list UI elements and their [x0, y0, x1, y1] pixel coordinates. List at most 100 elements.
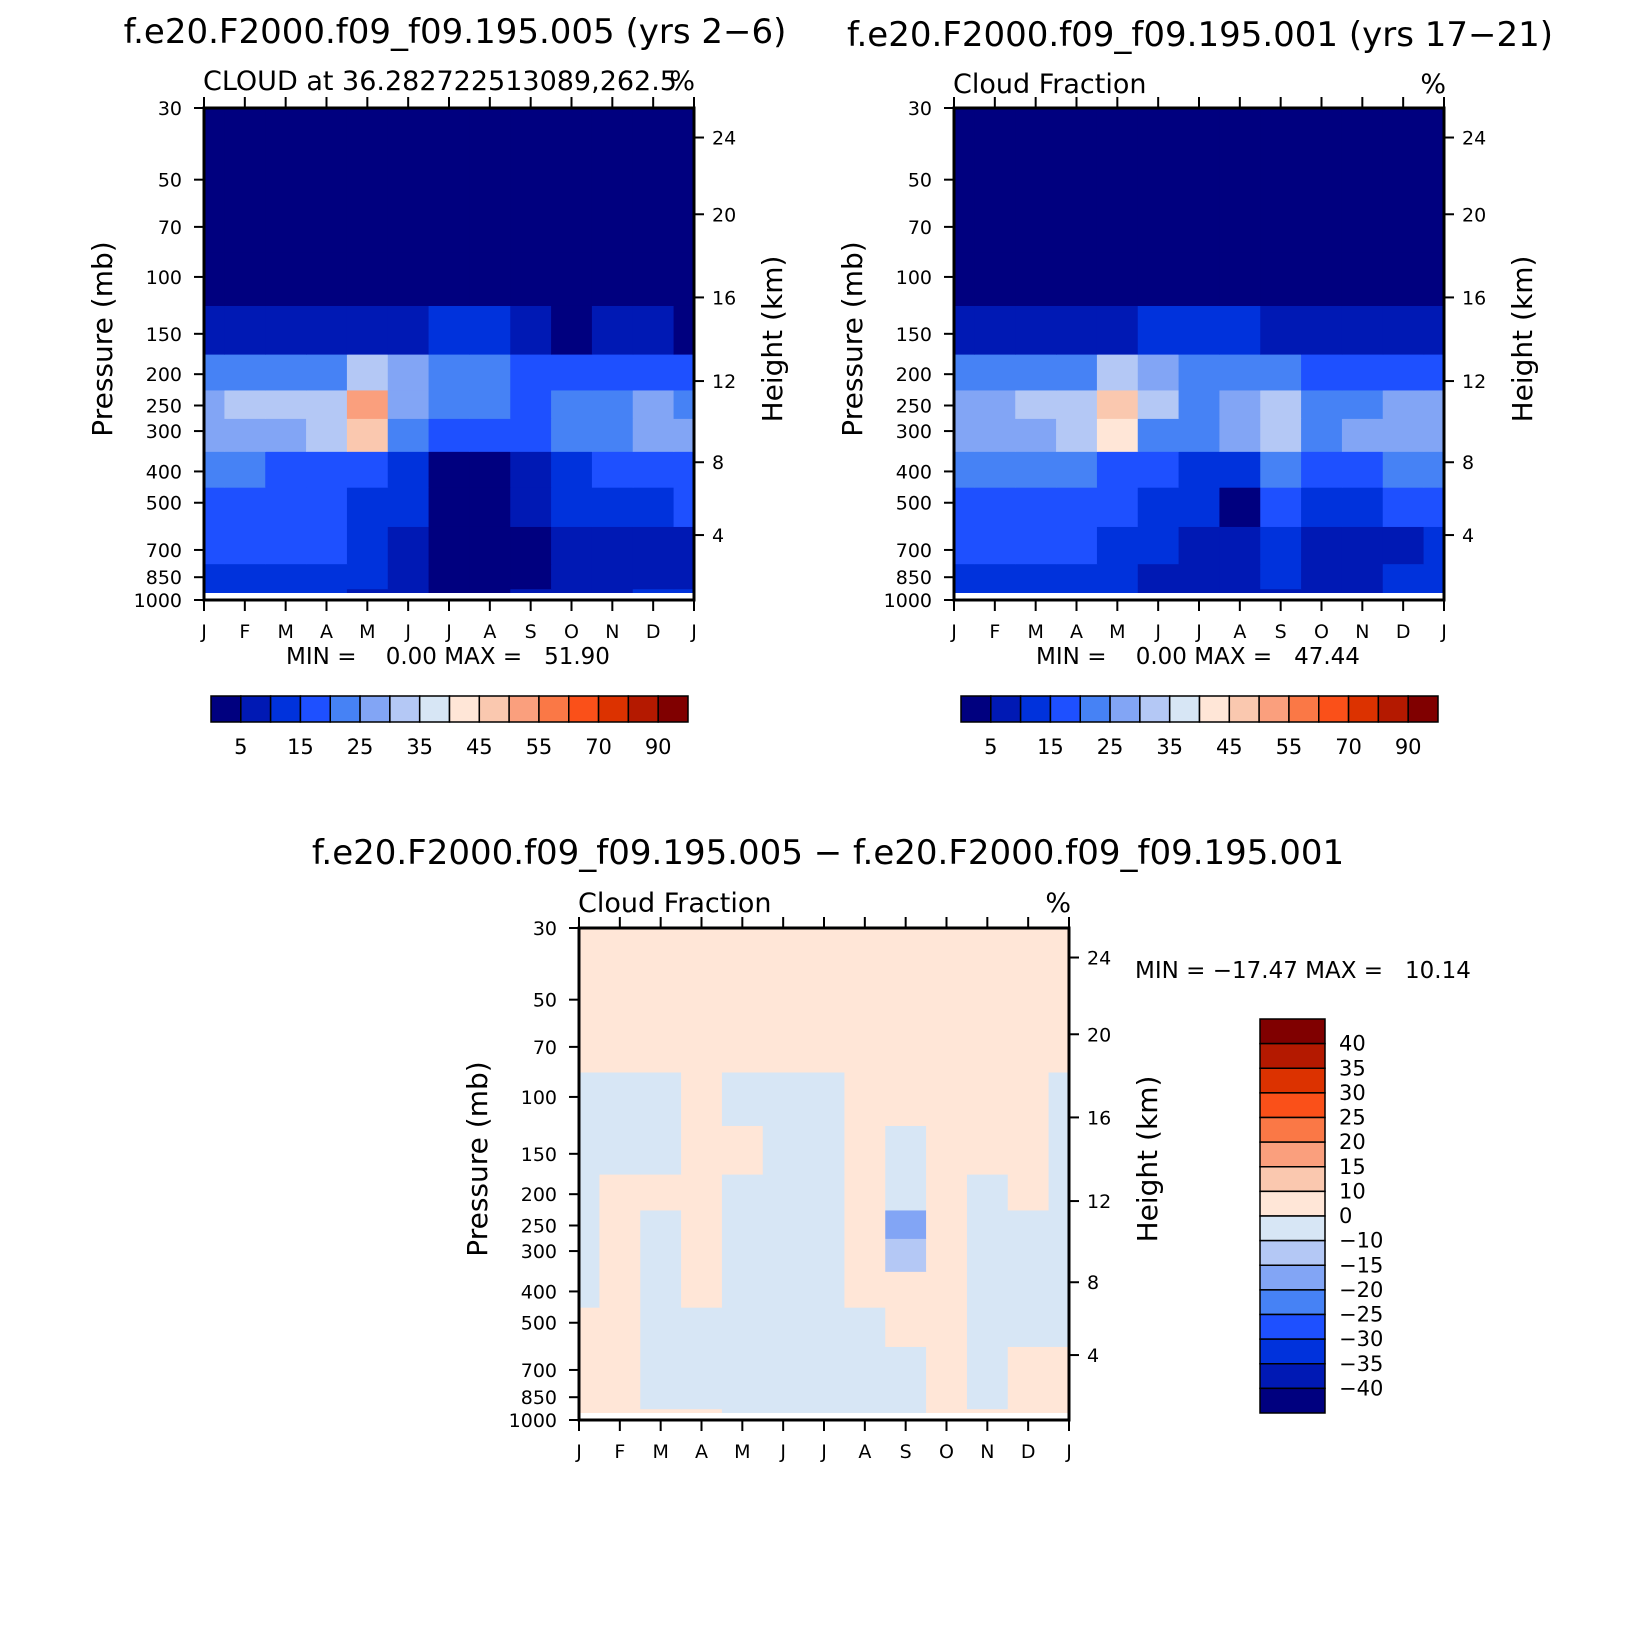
heatmap-cell [579, 1271, 601, 1308]
heatmap-cell [1137, 389, 1180, 419]
heatmap-cell [204, 487, 226, 527]
heatmap-cell [1096, 526, 1139, 565]
heatmap-cell [599, 1383, 641, 1410]
heatmap-cell [640, 1071, 682, 1126]
heatmap-cell [224, 526, 266, 565]
heatmap-cell [579, 1238, 601, 1272]
pressure-tick-label: 700 [146, 540, 182, 562]
heatmap-cell [591, 389, 634, 419]
heatmap-cell [1015, 389, 1057, 419]
colorbar-swatch [1259, 1289, 1326, 1316]
colorbar-label: 15 [1037, 735, 1064, 759]
heatmap-cell [954, 451, 976, 488]
colorbar-label: −15 [1339, 1253, 1383, 1277]
heatmap-cell [469, 526, 511, 565]
heatmap-cell [551, 526, 593, 565]
heatmap-cell [1301, 418, 1343, 452]
heatmap-cell [966, 1174, 1009, 1211]
colorbar-swatch [627, 695, 659, 723]
heatmap-cell [632, 354, 675, 391]
heatmap-cell [974, 251, 1016, 306]
heatmap-cell [681, 1238, 723, 1272]
heatmap-cell [306, 389, 348, 419]
heatmap-cell [954, 526, 976, 565]
colorbar-swatch [657, 695, 689, 723]
heatmap-cell [306, 563, 348, 590]
colorbar-swatch [1049, 695, 1081, 723]
heatmap-cell [510, 418, 552, 452]
heatmap-cell [265, 354, 307, 391]
month-tick-label: J [950, 621, 957, 643]
heatmap-cell [224, 487, 266, 527]
heatmap-cell [591, 526, 634, 565]
panel2-subtitle-left: Cloud Fraction [953, 69, 1146, 100]
heatmap-cell [926, 1174, 968, 1211]
height-tick-label: 12 [1087, 1191, 1111, 1213]
heatmap-cell [632, 305, 675, 355]
heatmap-cell [469, 354, 511, 391]
heatmap-cell [966, 1209, 1009, 1239]
colorbar-swatch [1258, 695, 1290, 723]
heatmap-cell [1015, 108, 1057, 145]
heatmap-cell [1260, 203, 1302, 253]
heatmap-cell [346, 354, 389, 391]
heatmap-cell [721, 963, 764, 1024]
heatmap-cell [632, 203, 675, 253]
pressure-tick-label: 400 [896, 461, 932, 483]
colorbar-swatch [1259, 1166, 1326, 1193]
heatmap-cell [885, 1271, 927, 1308]
colorbar-swatch [1228, 695, 1260, 723]
heatmap-cell [803, 1071, 846, 1126]
pressure-tick-label: 500 [896, 493, 932, 515]
month-tick-label: A [1233, 621, 1246, 643]
height-tick-label: 8 [1462, 452, 1474, 474]
heatmap-cell [346, 143, 389, 204]
heatmap-cell [387, 143, 430, 204]
heatmap-cell [265, 563, 307, 590]
heatmap-cell [673, 203, 695, 253]
heatmap-cell [926, 1071, 968, 1126]
heatmap-cell [974, 418, 1016, 452]
heatmap-cell [1260, 418, 1302, 452]
heatmap-cell [387, 526, 430, 565]
heatmap-cell [265, 251, 307, 306]
heatmap-cell [640, 1125, 682, 1175]
month-tick-label: D [646, 621, 661, 643]
heatmap-cell [1341, 251, 1384, 306]
heatmap-cell [510, 389, 552, 419]
colorbar-swatch [1259, 1092, 1326, 1119]
heatmap-cell [1056, 108, 1098, 145]
heatmap-cell [1341, 418, 1384, 452]
right-axis-label: Height (km) [756, 256, 789, 423]
pressure-tick-label: 500 [146, 493, 182, 515]
heatmap-cell [673, 563, 695, 590]
heatmap-cell [1048, 1271, 1070, 1308]
heatmap-cell [926, 1346, 968, 1385]
heatmap-cell [681, 1307, 723, 1347]
heatmap-cell [803, 1023, 846, 1073]
heatmap-cell [673, 418, 695, 452]
heatmap-cell [551, 203, 593, 253]
heatmap-cell [954, 563, 976, 590]
heatmap-cell [1382, 389, 1425, 419]
heatmap-cell [844, 1346, 886, 1385]
heatmap-cell [1382, 451, 1425, 488]
heatmap-cell [1260, 526, 1302, 565]
heatmap-cell [966, 963, 1009, 1024]
heatmap-cell [803, 1271, 846, 1308]
heatmap-cell [346, 305, 389, 355]
month-tick-label: M [1109, 621, 1125, 643]
month-tick-label: J [200, 621, 207, 643]
heatmap-cell [640, 1346, 682, 1385]
heatmap-cell [803, 1209, 846, 1239]
colorbar-label: 35 [1339, 1056, 1366, 1080]
colorbar-label: 5 [234, 735, 247, 759]
heatmap-cell [510, 563, 552, 590]
month-tick-label: D [1396, 621, 1411, 643]
heatmap-cell [469, 305, 511, 355]
colorbar-label: 0 [1339, 1204, 1352, 1228]
heatmap-cell [1048, 1125, 1070, 1175]
pressure-tick-label: 100 [896, 267, 932, 289]
month-tick-label: O [939, 1441, 954, 1463]
heatmap-cell [885, 1125, 927, 1175]
